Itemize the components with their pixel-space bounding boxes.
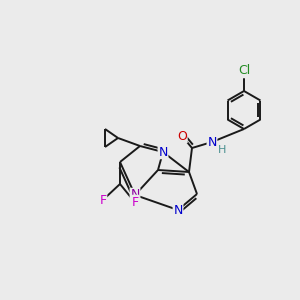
Text: F: F: [99, 194, 106, 206]
Text: N: N: [173, 203, 183, 217]
Text: O: O: [177, 130, 187, 142]
Text: N: N: [158, 146, 168, 158]
Text: F: F: [131, 196, 139, 208]
Text: N: N: [207, 136, 217, 148]
Text: H: H: [218, 145, 226, 155]
Text: Cl: Cl: [238, 64, 250, 77]
Text: N: N: [130, 188, 140, 202]
